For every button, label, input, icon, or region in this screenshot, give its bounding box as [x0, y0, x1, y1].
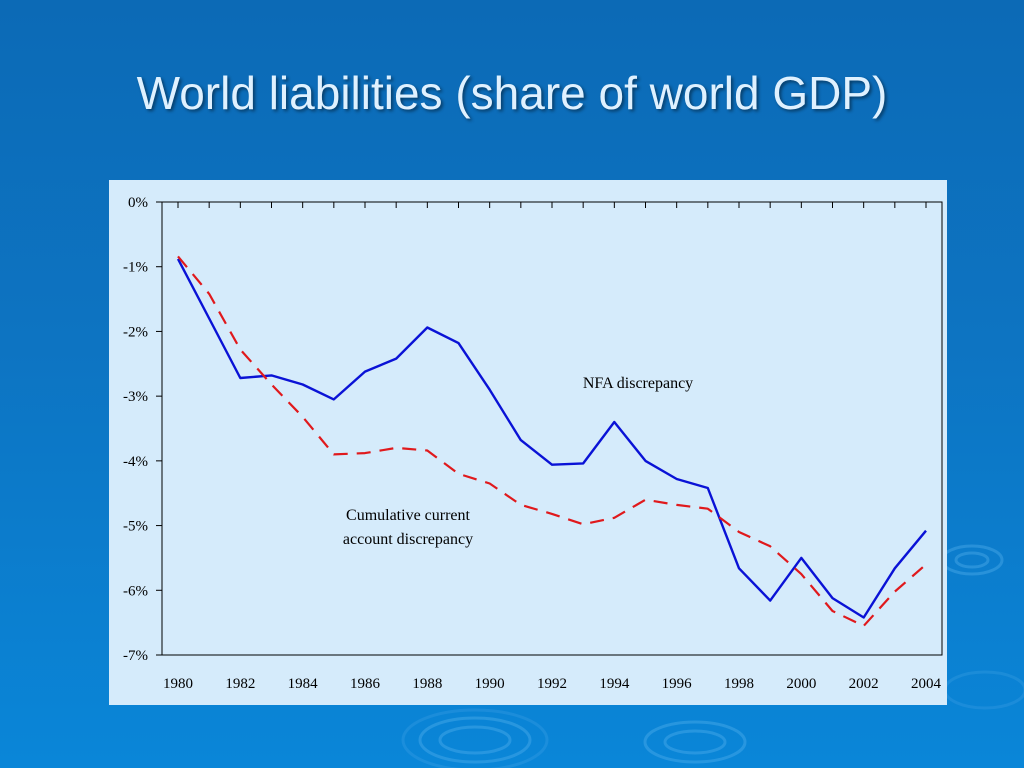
x-tick-label: 1988 — [412, 676, 442, 692]
annotation-label: NFA discrepancy — [583, 375, 693, 392]
nfa-series-line — [176, 258, 927, 619]
x-tick-label: 1998 — [724, 676, 754, 692]
line-chart: 0% -1% -2% -3% -4% -5% -6% -7% 1980 1982 1984 1986 1… — [123, 195, 943, 692]
chart-axes: 0% -1% -2% -3% -4% -5% -6% -7% 1980 1982 1984 1986 1… — [123, 195, 943, 692]
annotation-label: Cumulative current — [346, 507, 471, 524]
y-tick-label: -2% — [123, 324, 148, 340]
chart-series — [176, 255, 927, 627]
x-tick-label: 1994 — [599, 676, 630, 692]
current-account-series-line — [177, 255, 927, 627]
x-tick-label: 1980 — [163, 676, 193, 692]
y-tick-label: -1% — [123, 260, 148, 276]
annotation-label: account discrepancy — [343, 531, 473, 548]
y-tick-label: 0% — [128, 195, 148, 211]
x-tick-label: 2002 — [849, 676, 879, 692]
chart-panel: 0% -1% -2% -3% -4% -5% -6% -7% 1980 1982 1984 1986 1… — [109, 180, 947, 705]
y-tick-label: -3% — [123, 389, 148, 405]
slide-title: World liabilities (share of world GDP) — [136, 67, 888, 119]
x-tick-label: 1992 — [537, 676, 567, 692]
y-tick-label: -7% — [123, 648, 148, 664]
x-tick-label: 2000 — [786, 676, 816, 692]
x-tick-label: 1996 — [662, 676, 693, 692]
x-tick-label: 1986 — [350, 676, 381, 692]
y-tick-label: -6% — [123, 583, 148, 599]
x-tick-label: 1984 — [288, 676, 319, 692]
x-tick-label: 1982 — [225, 676, 255, 692]
chart-annotations: NFA discrepancy Cumulative current account… — [343, 375, 693, 548]
x-tick-label: 1990 — [475, 676, 505, 692]
x-tick-label: 2004 — [911, 676, 942, 692]
y-tick-label: -5% — [123, 519, 148, 535]
y-tick-label: -4% — [123, 454, 148, 470]
